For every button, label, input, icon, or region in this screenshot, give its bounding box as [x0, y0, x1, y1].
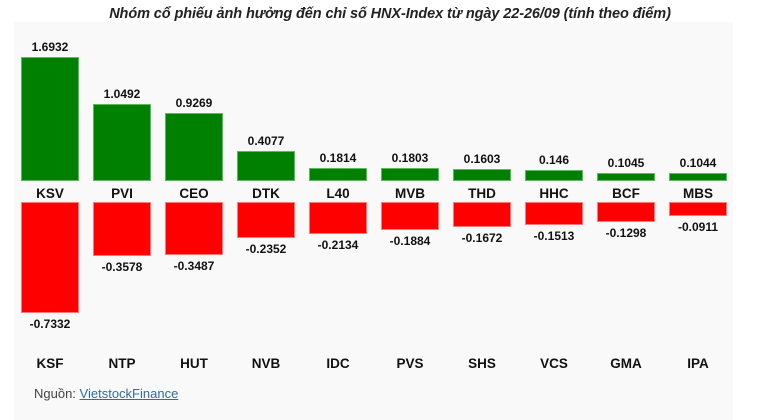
positive-ticker-label: THD — [468, 186, 496, 201]
negative-ticker-label: PVS — [396, 356, 424, 371]
positive-bar-l40 — [309, 168, 367, 181]
negative-value-label: -0.3578 — [101, 260, 143, 274]
positive-bar-dtk — [237, 151, 295, 181]
positive-value-label: 1.0492 — [103, 87, 141, 101]
negative-bar-vcs — [525, 202, 583, 225]
positive-bar-mvb — [381, 168, 439, 181]
positive-ticker-label: BCF — [612, 186, 640, 201]
positive-bar-hhc — [525, 170, 583, 181]
positive-ticker-label: HHC — [539, 186, 569, 201]
positive-bar-ksv — [21, 57, 79, 181]
negative-bar-ntp — [93, 202, 151, 256]
positive-bar-thd — [453, 169, 511, 181]
positive-bar-bcf — [597, 173, 655, 181]
negative-ticker-label: NVB — [251, 356, 281, 371]
negative-bar-ksf — [21, 202, 79, 313]
chart-title: Nhóm cổ phiếu ảnh hưởng đến chỉ số HNX-I… — [109, 6, 671, 22]
positive-ticker-label: PVI — [111, 186, 133, 201]
positive-value-label: 0.1803 — [391, 151, 429, 165]
positive-value-label: 0.1603 — [463, 152, 501, 166]
negative-value-label: -0.7332 — [29, 317, 71, 331]
positive-bar-ceo — [165, 113, 223, 181]
negative-ticker-label: NTP — [108, 356, 136, 371]
positive-ticker-label: MBS — [683, 186, 713, 201]
negative-bar-hut — [165, 202, 223, 255]
negative-ticker-label: KSF — [36, 356, 64, 371]
negative-value-label: -0.1513 — [533, 229, 575, 243]
positive-ticker-label: L40 — [326, 186, 350, 201]
positive-bar-pvi — [93, 104, 151, 181]
negative-ticker-label: GMA — [610, 356, 642, 371]
negative-bar-gma — [597, 202, 655, 222]
negative-value-label: -0.1298 — [605, 226, 647, 240]
negative-ticker-label: VCS — [540, 356, 568, 371]
negative-bar-shs — [453, 202, 511, 227]
source-line: Nguồn: VietstockFinance — [34, 386, 178, 401]
positive-value-label: 1.6932 — [31, 40, 69, 54]
negative-value-label: -0.0911 — [677, 220, 719, 234]
positive-ticker-label: DTK — [252, 186, 280, 201]
positive-value-label: 0.1814 — [319, 151, 357, 165]
positive-value-label: 0.9269 — [175, 96, 213, 110]
positive-value-label: 0.4077 — [247, 134, 285, 148]
positive-ticker-label: KSV — [36, 186, 64, 201]
negative-ticker-label: SHS — [468, 356, 496, 371]
positive-bar-mbs — [669, 173, 727, 181]
negative-ticker-label: IDC — [326, 356, 350, 371]
positive-value-label: 0.146 — [538, 153, 570, 167]
negative-bar-pvs — [381, 202, 439, 230]
negative-value-label: -0.2134 — [317, 238, 359, 252]
positive-ticker-label: CEO — [179, 186, 209, 201]
negative-value-label: -0.2352 — [245, 242, 287, 256]
negative-bar-ipa — [669, 202, 727, 216]
source-label: Nguồn: — [34, 386, 76, 401]
negative-bar-nvb — [237, 202, 295, 238]
negative-ticker-label: HUT — [180, 356, 208, 371]
positive-value-label: 0.1045 — [607, 156, 645, 170]
negative-value-label: -0.1672 — [461, 231, 503, 245]
positive-value-label: 0.1044 — [679, 156, 717, 170]
negative-value-label: -0.1884 — [389, 234, 431, 248]
negative-value-label: -0.3487 — [173, 259, 215, 273]
positive-ticker-label: MVB — [395, 186, 425, 201]
negative-bar-idc — [309, 202, 367, 234]
negative-ticker-label: IPA — [687, 356, 709, 371]
source-link[interactable]: VietstockFinance — [79, 386, 179, 401]
